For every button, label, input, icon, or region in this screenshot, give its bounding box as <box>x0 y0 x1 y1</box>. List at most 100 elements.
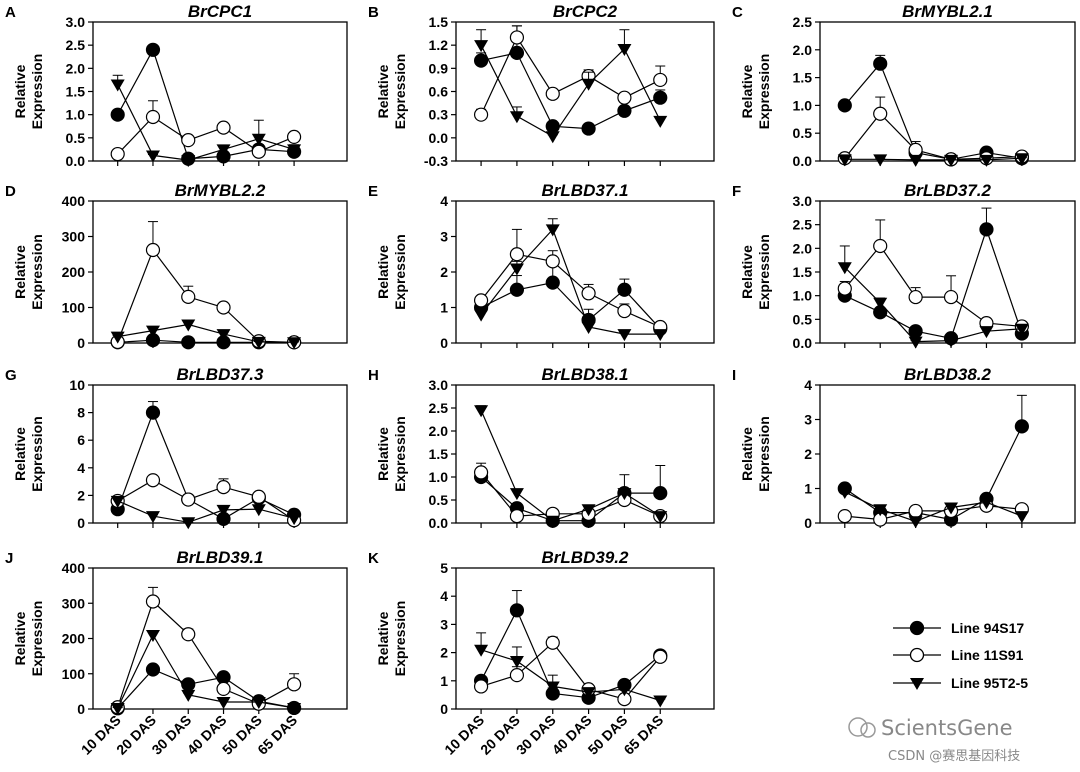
panel-title: BrCPC1 <box>188 2 252 21</box>
data-point <box>979 154 994 167</box>
legend-label-95T2-5: Line 95T2-5 <box>951 675 1028 691</box>
data-point <box>908 503 923 519</box>
data-point <box>110 702 125 715</box>
data-point <box>1014 511 1029 524</box>
y-tick-label: 1.0 <box>66 107 86 123</box>
y-tick-label: 2.0 <box>793 240 813 256</box>
y-tick-label: 2 <box>77 487 85 503</box>
data-point <box>944 335 959 348</box>
plot-frame <box>819 384 1076 524</box>
watermark: ScientsGene CSDN @赛思基因科技 <box>848 716 1020 764</box>
y-tick-label: -0.3 <box>424 153 448 169</box>
y-tick-label: 0.3 <box>429 107 449 123</box>
data-point <box>545 254 560 269</box>
y-tick-label: 5 <box>440 560 448 576</box>
series-line-95t2-5 <box>110 495 302 530</box>
y-tick-label: 4 <box>440 193 448 209</box>
data-point <box>653 329 668 342</box>
y-tick-label: 3.0 <box>429 377 449 393</box>
y-tick-label: 3.0 <box>793 193 813 209</box>
panel-h: 0.0 0.5 1.0 1.5 2.0 2.5 3.0 Relative Expression B… <box>368 365 715 531</box>
data-point <box>110 107 125 122</box>
data-point <box>181 335 196 350</box>
series-line <box>480 228 661 335</box>
panel-letter: A <box>5 4 16 21</box>
data-point <box>509 508 525 524</box>
data-point <box>545 275 560 290</box>
y-axis-label-line1: Relative <box>739 64 755 118</box>
panel-title: BrLBD38.2 <box>904 365 991 384</box>
y-axis-label-line2: Expression <box>29 54 45 129</box>
series-line-94s17 <box>110 662 302 716</box>
data-point <box>581 687 596 700</box>
legend-marker-95T2-5 <box>910 678 924 690</box>
panel-letter: G <box>5 367 17 384</box>
data-point <box>509 603 525 618</box>
data-point <box>545 224 560 237</box>
data-point <box>908 324 923 339</box>
y-tick-label: 0.5 <box>793 311 813 327</box>
data-point <box>509 488 524 501</box>
panel-title: BrLBD37.2 <box>904 181 991 200</box>
data-point <box>1014 153 1029 166</box>
y-tick-label: 3.0 <box>66 14 86 30</box>
data-point <box>653 486 668 501</box>
data-point <box>617 282 632 297</box>
y-tick-label: 0 <box>77 515 85 531</box>
series-line-95t2-5 <box>110 319 302 350</box>
series-line <box>844 505 1022 521</box>
series-line <box>117 668 295 709</box>
data-point <box>287 144 302 157</box>
data-point <box>216 480 231 495</box>
data-point <box>581 504 596 517</box>
data-point <box>286 677 302 692</box>
y-axis-label-line2: Expression <box>29 601 45 676</box>
panel-j: 0 100 200 300 400 Relative Expression BrLBD39.1… <box>5 548 348 758</box>
y-tick-label: 2.0 <box>66 60 86 76</box>
series-line-11s91 <box>837 498 1029 527</box>
data-point <box>145 511 160 524</box>
series-line <box>117 323 295 343</box>
y-tick-label: 1.5 <box>793 70 813 86</box>
data-point <box>617 684 632 697</box>
wechat-icon <box>848 717 868 737</box>
series-line <box>480 410 661 522</box>
data-point <box>145 629 160 642</box>
data-point <box>473 465 489 480</box>
y-tick-label: 8 <box>77 405 85 421</box>
series-line-11s91 <box>110 100 302 162</box>
data-point <box>509 668 525 683</box>
y-tick-label: 3 <box>440 616 448 632</box>
data-point <box>145 42 161 57</box>
y-axis-label-line2: Expression <box>392 416 408 491</box>
panel-title: BrCPC2 <box>553 2 618 21</box>
series-line <box>480 281 661 330</box>
data-point <box>145 109 161 125</box>
data-point <box>145 405 161 420</box>
data-point <box>473 679 489 694</box>
series-line <box>480 641 661 700</box>
data-point <box>474 40 489 53</box>
data-point <box>145 325 160 338</box>
series-line-95t2-5 <box>474 29 668 144</box>
data-point <box>145 473 161 488</box>
series-line-95t2-5 <box>837 484 1029 529</box>
data-point <box>251 489 266 504</box>
data-point <box>509 247 525 262</box>
y-tick-label: 100 <box>62 300 86 316</box>
plot-frame <box>92 200 348 344</box>
y-axis-label-line1: Relative <box>375 245 391 299</box>
series-line-95t2-5 <box>474 218 668 342</box>
panel-letter: H <box>368 367 379 384</box>
data-point <box>979 222 994 237</box>
y-tick-label: 0.5 <box>429 492 449 508</box>
data-point <box>509 263 524 276</box>
y-axis-label-line2: Expression <box>756 234 772 309</box>
data-point <box>474 405 489 418</box>
panel-g: 0 2 4 6 8 10 Relative Expression BrLBD37.3 G <box>5 365 348 531</box>
y-tick-label: 10 <box>69 377 85 393</box>
data-point <box>617 329 632 342</box>
data-point <box>473 53 489 68</box>
